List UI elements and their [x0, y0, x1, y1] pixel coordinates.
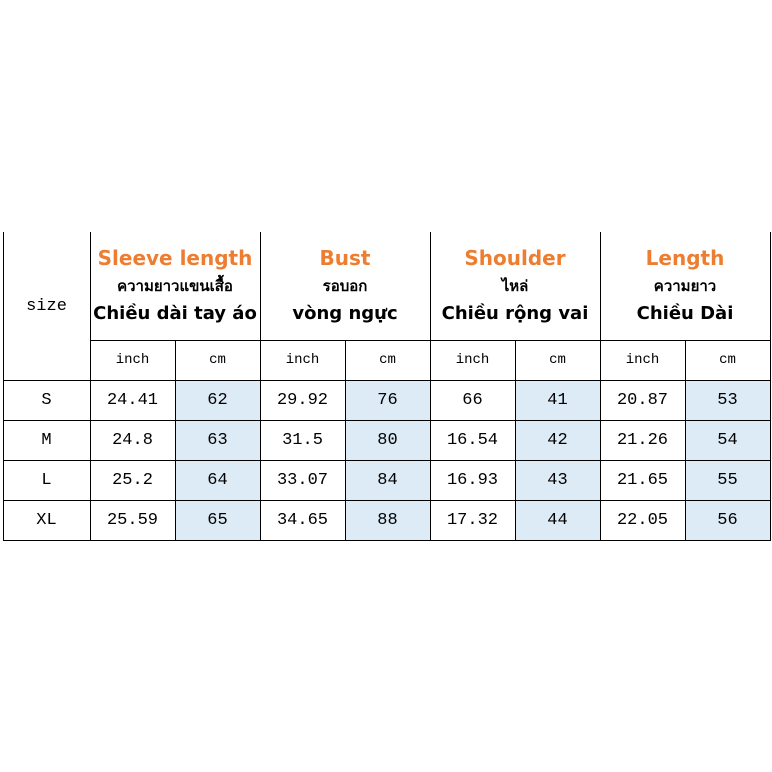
- unit-header: cm: [549, 352, 566, 368]
- value-cell: 34.65: [276, 510, 328, 530]
- header-title: Length: [645, 246, 725, 270]
- value-cell: 17.32: [446, 510, 498, 530]
- value-cell: 76: [345, 380, 430, 420]
- unit-header: cm: [209, 352, 226, 368]
- value-cell: 21.65: [616, 470, 668, 490]
- value-cell: 31.5: [282, 430, 323, 450]
- grid-line: [175, 340, 176, 541]
- grid-line: [3, 540, 771, 541]
- value-cell: 21.26: [616, 430, 668, 450]
- header-thai: รอบอก: [322, 277, 368, 295]
- unit-header: inch: [455, 352, 490, 368]
- value-cell: 88: [345, 500, 430, 540]
- size-cell: XL: [36, 510, 57, 530]
- grid-line: [3, 232, 4, 541]
- size-cell: M: [41, 430, 52, 450]
- value-cell: 24.8: [112, 430, 153, 450]
- grid-line: [260, 232, 261, 541]
- grid-line: [515, 340, 516, 541]
- unit-header: inch: [285, 352, 320, 368]
- grid-line: [685, 340, 686, 541]
- unit-header: cm: [379, 352, 396, 368]
- value-cell: 56: [685, 500, 770, 540]
- grid-line: [90, 232, 91, 541]
- header-title: Bust: [319, 246, 371, 270]
- value-cell: 16.54: [446, 430, 498, 450]
- value-cell: 62: [175, 380, 260, 420]
- value-cell: 55: [685, 460, 770, 500]
- grid-line: [3, 500, 771, 501]
- group-header: Length ความยาว Chiều Dài: [600, 232, 770, 340]
- header-vietnamese: Chiều dài tay áo: [93, 303, 257, 324]
- header-vietnamese: Chiều Dài: [636, 303, 734, 324]
- size-cell: S: [41, 390, 52, 410]
- value-cell: 24.41: [106, 390, 158, 410]
- grid-line: [430, 232, 431, 541]
- grid-line: [345, 340, 346, 541]
- value-cell: 41: [515, 380, 600, 420]
- unit-header: inch: [115, 352, 150, 368]
- group-header: Bust รอบอก vòng ngực: [260, 232, 430, 340]
- header-vietnamese: vòng ngực: [292, 303, 398, 324]
- header-thai: ความยาว: [653, 277, 717, 295]
- header-thai: ความยาวแขนเสื้อ: [117, 277, 233, 295]
- header-thai: ไหล่: [501, 277, 529, 295]
- value-cell: 80: [345, 420, 430, 460]
- value-cell: 42: [515, 420, 600, 460]
- grid-line: [600, 232, 601, 541]
- value-cell: 22.05: [616, 510, 668, 530]
- value-cell: 63: [175, 420, 260, 460]
- value-cell: 65: [175, 500, 260, 540]
- value-cell: 25.2: [112, 470, 153, 490]
- grid-line: [3, 460, 771, 461]
- value-cell: 44: [515, 500, 600, 540]
- value-cell: 84: [345, 460, 430, 500]
- header-vietnamese: Chiều rộng vai: [441, 303, 589, 324]
- value-cell: 16.93: [446, 470, 498, 490]
- value-cell: 25.59: [106, 510, 158, 530]
- value-cell: 29.92: [276, 390, 328, 410]
- grid-line: [3, 380, 771, 381]
- group-header: Sleeve length ความยาวแขนเสื้อ Chiều dài ta…: [90, 232, 260, 340]
- value-cell: 64: [175, 460, 260, 500]
- header-title: Shoulder: [464, 246, 566, 270]
- value-cell: 54: [685, 420, 770, 460]
- group-header: Shoulder ไหล่ Chiều rộng vai: [430, 232, 600, 340]
- grid-line: [770, 232, 771, 541]
- size-cell: L: [41, 470, 52, 490]
- value-cell: 53: [685, 380, 770, 420]
- header-title: Sleeve length: [97, 246, 253, 270]
- value-cell: 43: [515, 460, 600, 500]
- grid-line: [3, 420, 771, 421]
- unit-header: inch: [625, 352, 660, 368]
- size-header: size: [26, 296, 67, 316]
- value-cell: 66: [462, 390, 483, 410]
- value-cell: 33.07: [276, 470, 328, 490]
- unit-header: cm: [719, 352, 736, 368]
- value-cell: 20.87: [616, 390, 668, 410]
